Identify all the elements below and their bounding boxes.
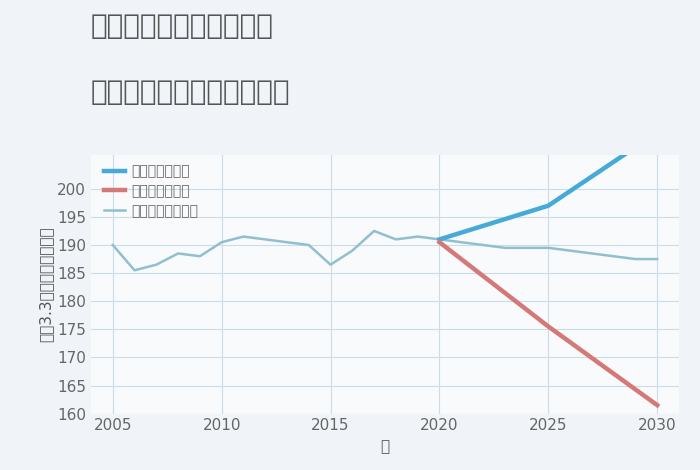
Y-axis label: 坪（3.3㎡）単価（万円）: 坪（3.3㎡）単価（万円） (38, 227, 53, 342)
X-axis label: 年: 年 (380, 439, 390, 454)
Text: 神奈川県鎌倉市坂ノ下の: 神奈川県鎌倉市坂ノ下の (91, 12, 274, 40)
Text: 中古マンションの価格推移: 中古マンションの価格推移 (91, 78, 290, 106)
Legend: グッドシナリオ, バッドシナリオ, ノーマルシナリオ: グッドシナリオ, バッドシナリオ, ノーマルシナリオ (104, 164, 199, 218)
